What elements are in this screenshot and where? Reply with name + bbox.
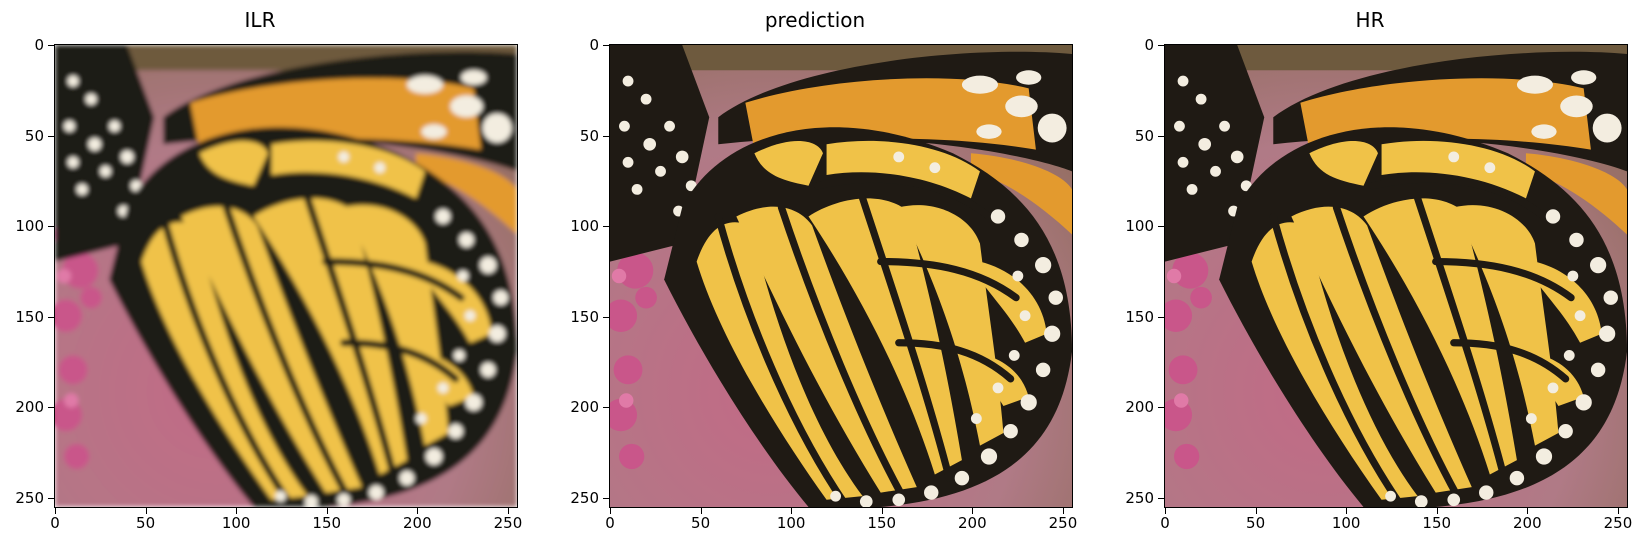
y-tick-label: 150 xyxy=(15,307,44,326)
y-tick-mark xyxy=(1158,497,1164,499)
image-frame xyxy=(1164,44,1628,508)
x-tick-mark xyxy=(1436,508,1438,514)
y-tick-mark xyxy=(603,497,609,499)
x-tick-label: 100 xyxy=(221,514,251,532)
x-tick-mark xyxy=(236,508,238,514)
x-tick-label: 100 xyxy=(1331,514,1361,532)
x-tick-mark xyxy=(610,508,611,514)
y-tick-mark xyxy=(1158,226,1164,228)
x-tick-mark xyxy=(1062,508,1064,514)
y-tick-label: 100 xyxy=(1125,217,1154,236)
x-tick-mark xyxy=(791,508,793,514)
y-tick-mark xyxy=(48,316,54,318)
panel-title: prediction xyxy=(764,8,866,32)
x-tick-mark xyxy=(1617,508,1619,514)
y-tick-label: 200 xyxy=(570,398,599,417)
image-panel-ilr: ILR 0 0 50 50 100 100 150 150 200 200 250 250 xyxy=(0,0,522,554)
y-tick-mark xyxy=(603,226,609,228)
y-tick-mark xyxy=(603,45,609,46)
y-tick-label: 0 xyxy=(34,36,44,54)
x-tick-label: 0 xyxy=(1160,514,1170,532)
y-tick-label: 50 xyxy=(1134,126,1154,145)
y-tick-label: 250 xyxy=(15,488,44,507)
x-tick-mark xyxy=(1255,508,1257,514)
y-tick-label: 100 xyxy=(570,217,599,236)
x-tick-mark xyxy=(507,508,509,514)
x-tick-label: 0 xyxy=(605,514,615,532)
y-tick-label: 200 xyxy=(15,398,44,417)
x-tick-mark xyxy=(881,508,883,514)
x-tick-mark xyxy=(1346,508,1348,514)
x-tick-mark xyxy=(145,508,147,514)
x-tick-label: 0 xyxy=(50,514,60,532)
x-tick-label: 200 xyxy=(958,514,987,532)
image-panel-prediction: prediction 0 0 50 50 100 100 150 150 200 200 250 25… xyxy=(555,0,1077,554)
y-tick-mark xyxy=(48,497,54,499)
x-tick-label: 250 xyxy=(1603,514,1633,532)
butterfly-image xyxy=(610,45,1072,507)
x-tick-mark xyxy=(1527,508,1529,514)
y-tick-mark xyxy=(603,316,609,318)
y-tick-mark xyxy=(1158,45,1164,46)
y-tick-mark xyxy=(48,135,54,137)
x-tick-mark xyxy=(1165,508,1166,514)
panel-title: HR xyxy=(1355,8,1385,32)
y-tick-mark xyxy=(48,407,54,409)
x-tick-label: 50 xyxy=(1246,514,1266,532)
y-tick-label: 150 xyxy=(1125,307,1154,326)
x-tick-label: 250 xyxy=(493,514,523,532)
y-tick-mark xyxy=(48,45,54,46)
butterfly-image xyxy=(55,45,517,507)
x-tick-label: 150 xyxy=(312,514,342,532)
y-tick-label: 200 xyxy=(1125,398,1154,417)
y-tick-mark xyxy=(48,226,54,228)
image-frame xyxy=(609,44,1073,508)
image-frame xyxy=(54,44,518,508)
x-tick-label: 150 xyxy=(1422,514,1452,532)
y-tick-label: 100 xyxy=(15,217,44,236)
y-tick-label: 50 xyxy=(579,126,599,145)
x-tick-label: 250 xyxy=(1048,514,1078,532)
image-panel-hr: HR 0 0 50 50 100 100 150 150 200 200 250 250 xyxy=(1110,0,1632,554)
x-tick-label: 50 xyxy=(136,514,156,532)
y-tick-label: 0 xyxy=(1144,36,1154,54)
x-tick-label: 200 xyxy=(1513,514,1542,532)
y-tick-mark xyxy=(1158,407,1164,409)
x-tick-label: 150 xyxy=(867,514,897,532)
y-tick-label: 50 xyxy=(24,126,44,145)
y-tick-label: 0 xyxy=(589,36,599,54)
x-tick-mark xyxy=(700,508,702,514)
y-tick-mark xyxy=(603,407,609,409)
panel-title: ILR xyxy=(244,8,276,32)
x-tick-label: 50 xyxy=(691,514,711,532)
x-tick-label: 200 xyxy=(403,514,432,532)
y-tick-label: 150 xyxy=(570,307,599,326)
y-tick-mark xyxy=(603,135,609,137)
y-tick-mark xyxy=(1158,316,1164,318)
x-tick-mark xyxy=(417,508,419,514)
butterfly-image xyxy=(1165,45,1627,507)
x-tick-mark xyxy=(972,508,974,514)
y-tick-label: 250 xyxy=(1125,488,1154,507)
x-tick-mark xyxy=(55,508,56,514)
x-tick-label: 100 xyxy=(776,514,806,532)
y-tick-mark xyxy=(1158,135,1164,137)
y-tick-label: 250 xyxy=(570,488,599,507)
x-tick-mark xyxy=(326,508,328,514)
